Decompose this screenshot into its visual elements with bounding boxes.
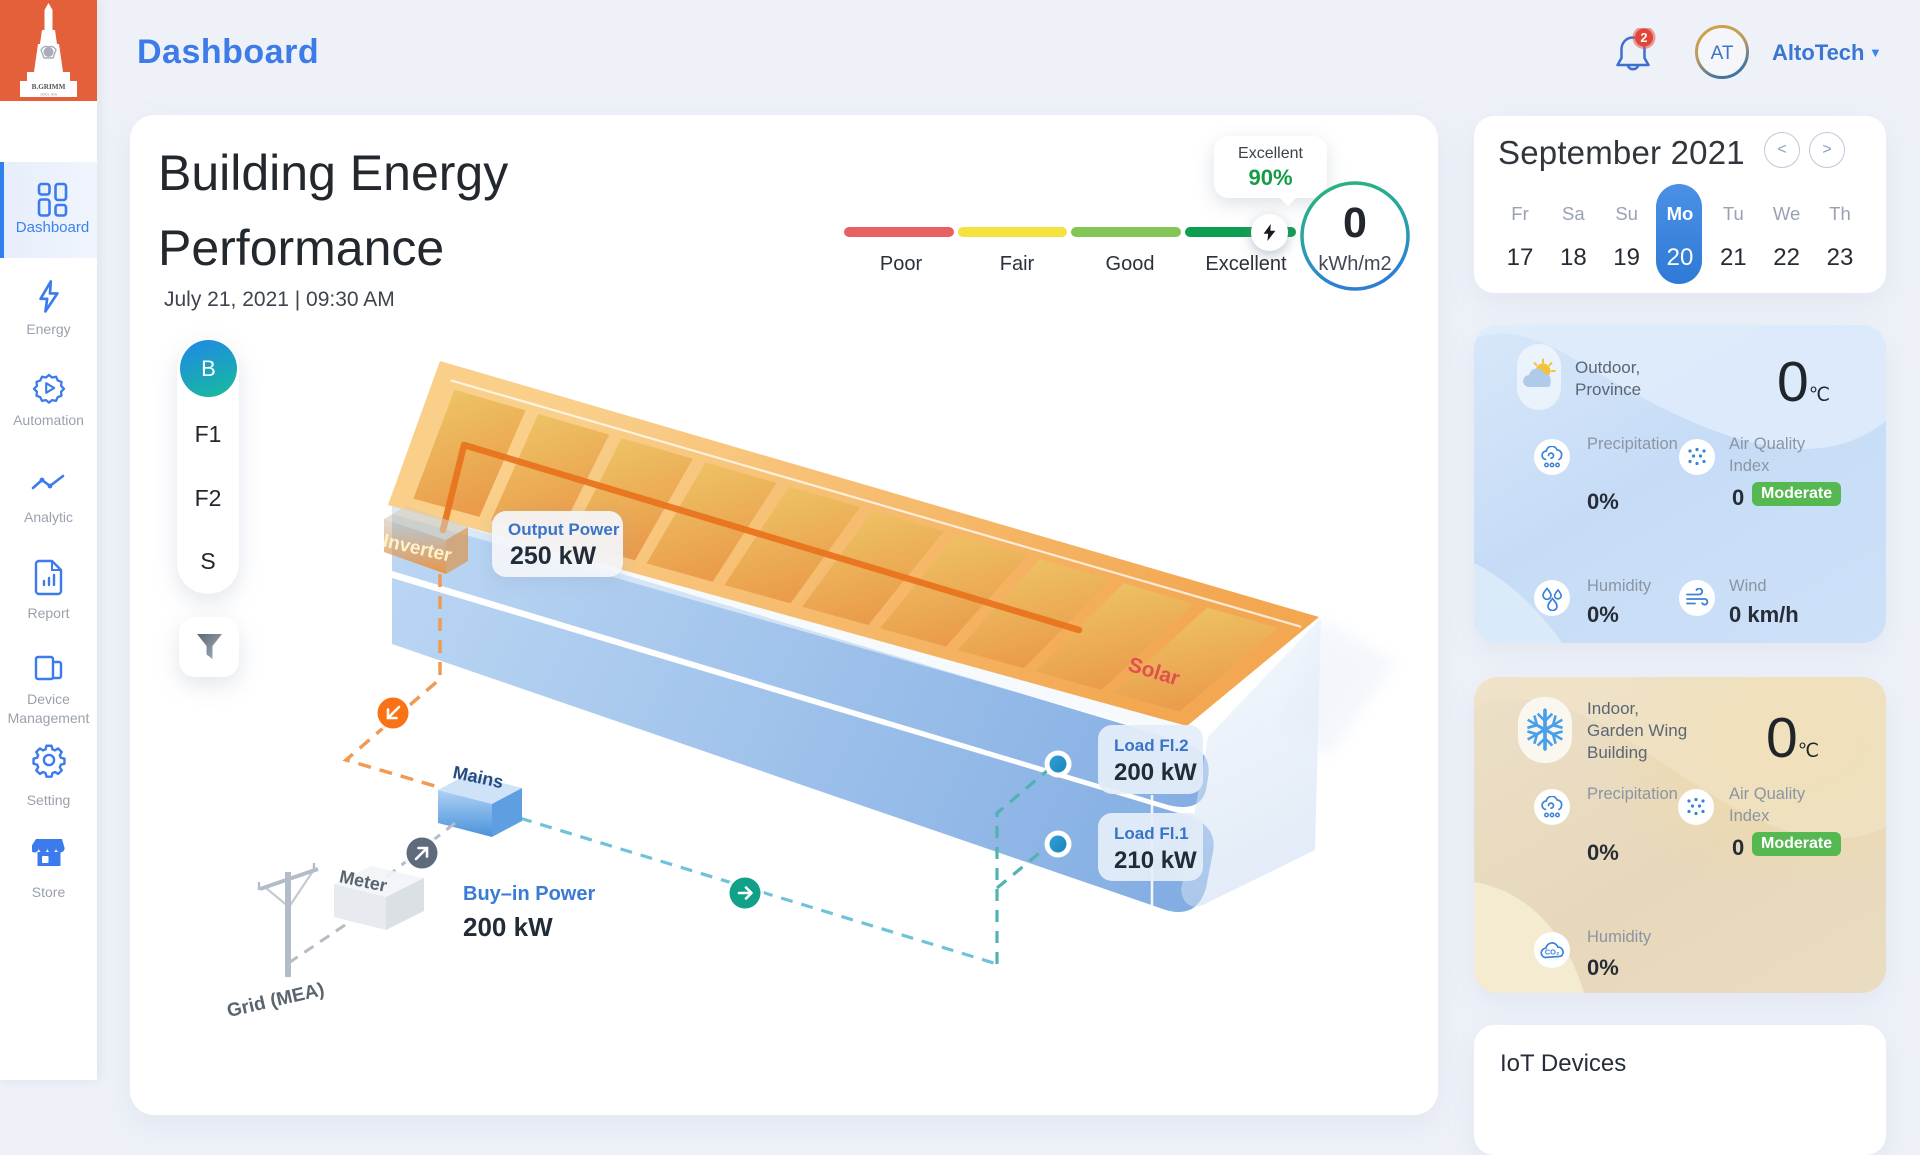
svg-text:2: 2 <box>1641 31 1648 45</box>
svg-text:B.GRIMM: B.GRIMM <box>32 83 66 91</box>
svg-text:CO₂: CO₂ <box>1545 948 1560 957</box>
svg-text:SINCE 1878: SINCE 1878 <box>40 93 57 97</box>
svg-text:0: 0 <box>1343 199 1367 247</box>
svg-text:AT: AT <box>1711 43 1734 64</box>
svg-text:kWh/m2: kWh/m2 <box>1318 253 1391 275</box>
